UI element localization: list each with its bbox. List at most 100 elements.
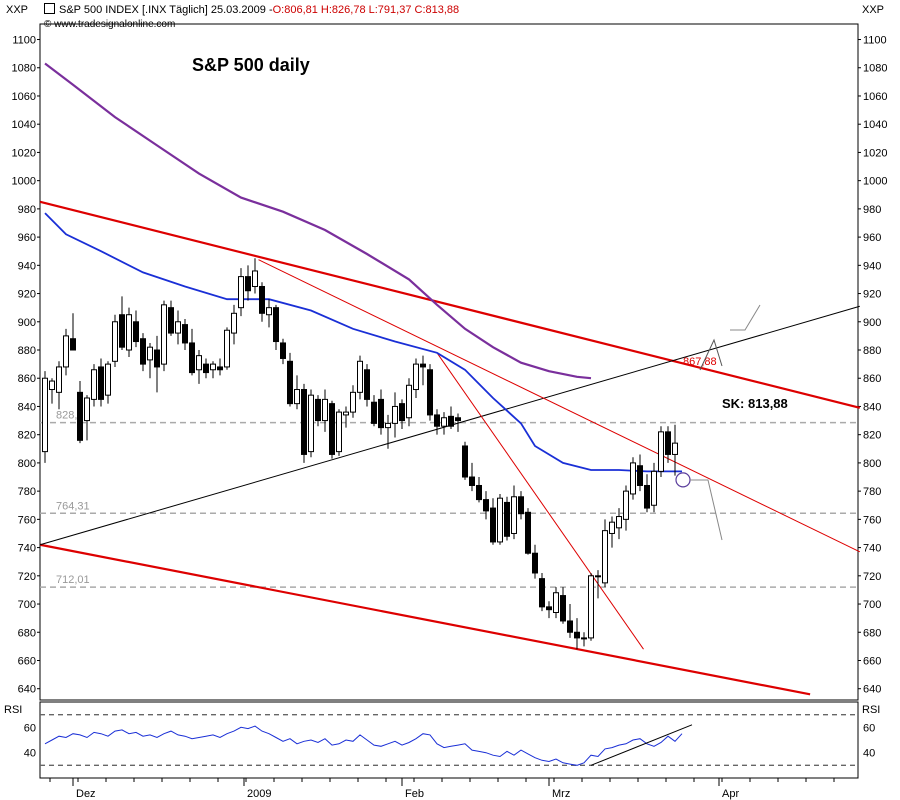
up-arrow [699,338,723,371]
candle-down [77,391,83,441]
candle-up [294,389,300,405]
candle-up [308,394,314,453]
candle-up [336,411,342,453]
y-tick-label-right: 680 [863,627,881,639]
rsi-trend-line [590,724,693,766]
support-resistance-levels: 828,5 764,31 712,01 [40,410,858,588]
y-tick-label-left: 820 [18,430,36,442]
candle-up [357,360,363,393]
candle-up [161,304,167,365]
rsi-line [44,725,683,766]
candle-up [553,592,559,614]
candle-down [399,403,405,422]
candle-down [273,307,279,343]
y-tick-label-left: 900 [18,317,36,329]
y-tick-label-left: 840 [18,401,36,413]
level-label: 764,31 [56,500,90,512]
y-tick-label-right: 700 [863,599,881,611]
candle-down [427,369,433,416]
rsi-panel-area [39,701,859,779]
candle-down [203,363,209,374]
candle-down [518,496,524,515]
y-tick-label-right: 800 [863,458,881,470]
candle-down [665,431,671,455]
y-tick-label-left: 980 [18,204,36,216]
y-tick-label-left: 1060 [12,91,36,103]
candle-up [112,321,118,362]
falling-resistance-line [258,259,861,553]
candle-down [301,389,307,455]
level-label: 828,5 [56,410,84,422]
candle-down [371,401,377,424]
y-tick-label-right: 840 [863,401,881,413]
candlesticks [42,258,678,650]
candle-down [189,342,195,374]
candle-up [126,314,132,351]
y-tick-label-left: 940 [18,260,36,272]
y-tick-label-right: 640 [863,684,881,696]
steep-falling-line [436,352,644,650]
y-tick-label-right: 720 [863,571,881,583]
rsi-tick-label-right: 60 [863,722,875,734]
candle-down [329,403,335,455]
x-tick-label: Feb [405,788,424,800]
candle-up [623,490,629,520]
chart-header: S&P 500 INDEX [.INX Täglich] 25.03.2009 … [44,3,459,16]
candle-up [252,270,258,287]
candle-down [119,314,125,348]
y-tick-label-right: 860 [863,373,881,385]
candle-up [630,462,636,495]
upper-channel-line [39,200,861,409]
candle-down [483,499,489,512]
rsi-tick-label-right: 40 [863,748,875,760]
y-tick-label-right: 1040 [863,119,887,131]
candle-down [476,484,482,501]
candle-down [546,606,552,611]
x-tick-label: Dez [76,788,96,800]
candle-down [448,415,454,427]
rsi-indicator: RSI RSI 40 40 60 60 [4,704,880,766]
y-axis-right: 640 660 680 700 720 740 760 780 800 820 840 860 880 9… [858,35,887,696]
candle-down [469,476,475,486]
candle-down [70,338,76,351]
candle-down [154,349,160,368]
candle-up [322,398,328,422]
y-tick-label-left: 920 [18,289,36,301]
candle-down [462,445,468,478]
lower-channel-line [39,543,811,696]
candle-up [392,405,398,424]
candle-up [651,470,657,506]
y-tick-label-left: 1100 [12,35,36,47]
down-arrow-path [690,479,723,541]
candle-up [609,521,615,534]
y-tick-label-right: 1080 [863,63,887,75]
y-tick-label-right: 900 [863,317,881,329]
candle-down [287,360,293,405]
y-tick-label-right: 1020 [863,147,887,159]
candle-up [210,363,216,371]
candle-up [588,575,594,639]
y-tick-label-left: 640 [18,684,36,696]
rsi-label-right: RSI [862,704,880,716]
website-credit: © www.tradesignalonline.com [44,19,176,30]
rsi-tick-label-left: 60 [24,722,36,734]
candle-down [504,501,510,537]
candle-down [490,507,496,543]
candle-up [602,530,608,584]
y-tick-label-right: 980 [863,204,881,216]
y-tick-label-left: 740 [18,543,36,555]
y-axis-left: 640 660 680 700 720 740 760 780 800 820 840 860 880 9… [12,35,40,696]
candle-up [84,397,90,422]
candle-down [574,631,580,639]
candle-up [196,355,202,371]
candle-up [231,312,237,334]
candle-up [350,391,356,413]
candle-up [406,384,412,419]
y-tick-label-left: 1040 [12,119,36,131]
candle-down [140,338,146,365]
candle-down [455,417,461,422]
y-tick-label-left: 960 [18,232,36,244]
y-tick-label-right: 960 [863,232,881,244]
candle-down [525,511,531,554]
candle-down [98,366,104,400]
